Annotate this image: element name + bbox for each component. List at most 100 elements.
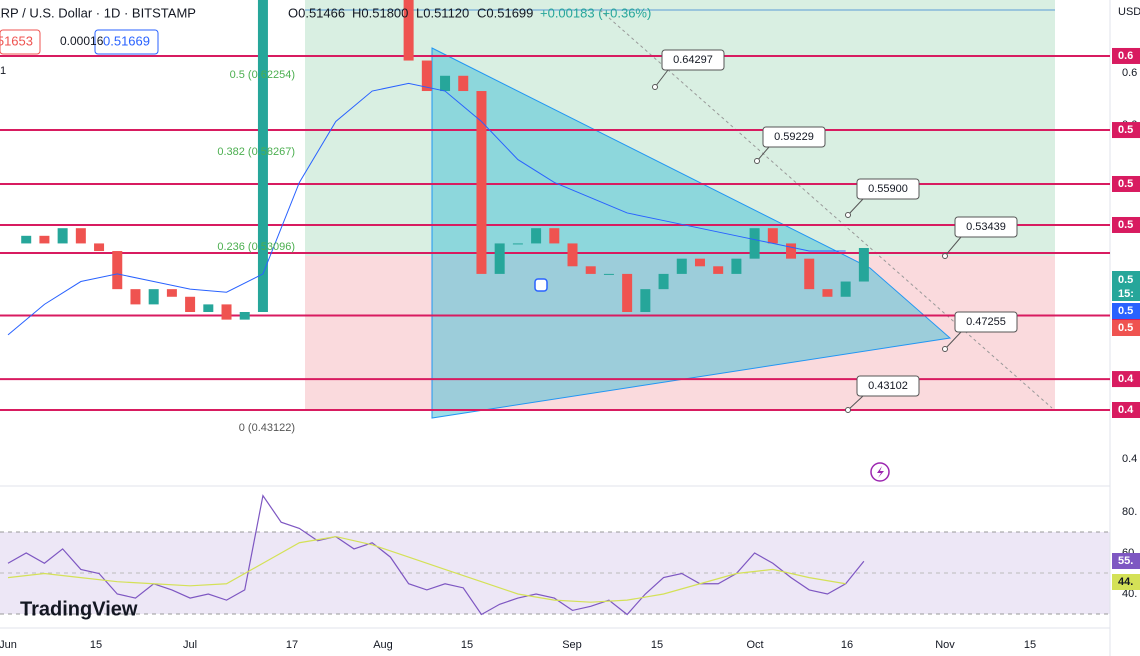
bid-bg <box>1112 303 1140 319</box>
fib-label: 0.382 (0.58267) <box>217 146 295 158</box>
callout-text: 0.43102 <box>868 380 908 392</box>
rsi-tag-bg <box>1112 553 1140 569</box>
ohlc-high: H0.51800 <box>352 5 408 20</box>
callout-anchor <box>845 212 851 218</box>
callout-anchor <box>942 253 948 259</box>
spread: 0.00016 <box>60 34 104 48</box>
level-tag-bg <box>1112 47 1140 64</box>
x-axis-label: 15 <box>651 639 663 651</box>
fib-label: 0 (0.43122) <box>239 422 295 434</box>
symbol: XRP / U.S. Dollar · 1D · BITSTAMP <box>0 5 196 20</box>
callout-pointer <box>654 69 669 88</box>
ohlc-close: C0.51699 <box>477 5 533 20</box>
candle <box>640 289 651 313</box>
candle <box>130 289 141 305</box>
candle <box>257 0 268 313</box>
fib-label: 0.5 (0.62254) <box>230 69 295 81</box>
callout-pointer <box>944 236 962 257</box>
rsi-tick-label: 40. <box>1122 588 1137 600</box>
marks <box>0 0 1110 616</box>
buy-button[interactable] <box>94 29 159 55</box>
candle <box>804 258 815 290</box>
trend-line <box>599 9 1053 409</box>
callout-anchor <box>942 346 948 352</box>
ohlc-open: O0.51466 <box>288 5 345 20</box>
level-tag-bg <box>1112 371 1140 388</box>
level-tag: 0.4 <box>1118 373 1134 385</box>
callout-text: 0.47255 <box>966 316 1006 328</box>
x-axis-label: 17 <box>286 639 298 651</box>
level-tag-bg <box>1112 122 1140 139</box>
last-price: 0.5 <box>1118 274 1133 286</box>
callout-text: 0.59229 <box>774 131 814 143</box>
ask-tag: 0.5 <box>1118 322 1133 334</box>
candle <box>112 251 123 290</box>
sell-button[interactable] <box>0 29 41 55</box>
currency: USD <box>1118 6 1140 18</box>
candle <box>440 75 451 92</box>
candle <box>767 228 778 244</box>
callout-anchor <box>754 158 760 164</box>
candle <box>858 247 869 282</box>
candle <box>494 243 505 274</box>
callout-text: 0.55900 <box>868 183 908 195</box>
price-axis-label: 0.6 <box>1122 67 1137 79</box>
candle <box>421 60 432 92</box>
level-tag-bg <box>1112 175 1140 192</box>
interval-label: 1 <box>0 65 6 77</box>
x-axis-label: 15 <box>1024 639 1036 651</box>
candle <box>94 243 105 252</box>
candle <box>749 228 760 259</box>
last-price-bg <box>1112 271 1140 301</box>
ohlc-change: +0.00183 (+0.36%) <box>540 5 651 20</box>
candle <box>512 243 523 245</box>
level-tag: 0.5 <box>1118 178 1133 190</box>
rsi-line <box>7 494 865 616</box>
rsi-tag: 55. <box>1118 555 1133 567</box>
price-axis-label: 0.4 <box>1122 453 1137 465</box>
candle <box>622 273 633 313</box>
rsi-ma <box>7 535 846 603</box>
rsi-ma-tag-bg <box>1112 574 1140 590</box>
x-axis-label: 15 <box>461 639 473 651</box>
countdown: 15: <box>1118 288 1134 300</box>
callout-box <box>856 178 920 200</box>
candle <box>585 266 596 274</box>
candle <box>75 228 86 244</box>
candle <box>221 304 232 320</box>
x-axis-label: Oct <box>746 639 763 651</box>
candle <box>840 281 851 297</box>
candle <box>603 273 614 275</box>
callout-text: 0.64297 <box>673 54 713 66</box>
candle <box>822 289 833 297</box>
sell-price[interactable]: 0.51653 <box>0 33 33 48</box>
candle <box>21 235 32 244</box>
buy-price[interactable]: 0.51669 <box>103 33 150 48</box>
callout-pointer <box>756 146 770 162</box>
candle <box>403 0 414 61</box>
callout-text: 0.53439 <box>966 221 1006 233</box>
candle <box>476 91 487 274</box>
alert-bolt <box>877 466 884 478</box>
candle <box>713 266 724 274</box>
x-axis-label: Jun <box>0 639 17 651</box>
candle <box>786 243 797 259</box>
alert-icon[interactable] <box>870 462 890 482</box>
candle <box>39 235 50 244</box>
fib-label: 0.236 (0.53096) <box>217 241 295 253</box>
x-axis-label: Sep <box>562 639 582 651</box>
candle <box>57 228 68 244</box>
callout-pointer <box>847 395 864 411</box>
candle <box>676 258 687 274</box>
x-axis-label: 15 <box>90 639 102 651</box>
callout-pointer <box>944 331 962 350</box>
candle <box>148 289 159 305</box>
rsi-ma-tag: 44. <box>1118 576 1133 588</box>
x-axis-label: Aug <box>373 639 393 651</box>
candle <box>185 296 196 313</box>
ohlc-low: L0.51120 <box>416 5 469 20</box>
ask-bg <box>1112 320 1140 336</box>
cursor-marker <box>534 278 548 292</box>
level-tag-bg <box>1112 216 1140 233</box>
